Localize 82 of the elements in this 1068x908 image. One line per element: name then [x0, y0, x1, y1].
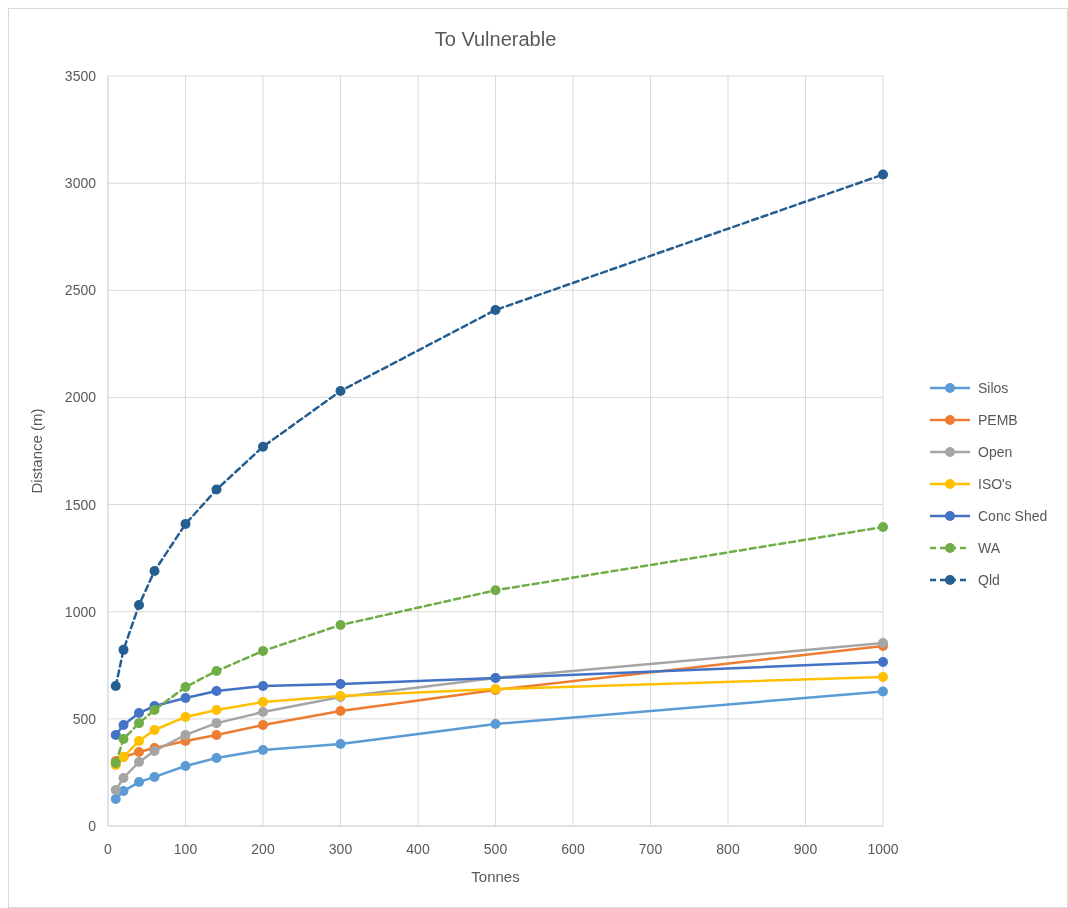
- point: [134, 600, 144, 611]
- point: [134, 747, 144, 758]
- point: [258, 720, 268, 731]
- point: [134, 777, 144, 788]
- legend-label: Open: [978, 444, 1013, 460]
- point: [211, 666, 222, 677]
- legend-label: PEMB: [978, 412, 1018, 428]
- point: [211, 729, 222, 740]
- y-tick-label: 0: [88, 818, 97, 834]
- y-tick-label: 1000: [64, 603, 97, 620]
- point: [335, 738, 346, 749]
- chart-title: To Vulnerable: [434, 28, 557, 50]
- point: [335, 386, 346, 396]
- x-tick-label: 700: [638, 841, 663, 857]
- x-tick-label: 900: [793, 841, 818, 857]
- point: [118, 786, 129, 797]
- point: [878, 657, 888, 668]
- point: [149, 566, 160, 576]
- point: [134, 756, 144, 767]
- point: [335, 705, 346, 716]
- y-tick-label: 2500: [64, 282, 97, 299]
- y-tick-label: 3500: [64, 68, 97, 84]
- point: [211, 686, 222, 696]
- point: [878, 672, 888, 683]
- point: [878, 522, 888, 533]
- point: [134, 708, 144, 719]
- y-tick-label: 3000: [64, 175, 97, 192]
- x-tick-label: 400: [406, 841, 430, 857]
- point: [490, 719, 501, 729]
- point: [110, 785, 121, 795]
- x-tick-label: 500: [483, 841, 508, 857]
- legend-label: Silos: [978, 380, 1009, 396]
- point: [878, 169, 888, 180]
- point: [211, 753, 222, 764]
- point: [118, 720, 129, 731]
- point: [490, 585, 501, 596]
- point: [490, 305, 501, 315]
- point: [118, 734, 129, 744]
- point: [134, 735, 144, 746]
- point: [118, 773, 129, 783]
- point: [118, 644, 129, 655]
- legend-label: Conc Shed: [978, 508, 1048, 524]
- point: [878, 686, 888, 697]
- point: [258, 696, 268, 707]
- point: [258, 645, 268, 656]
- point: [258, 707, 268, 717]
- point: [149, 705, 160, 716]
- point: [149, 771, 160, 782]
- y-tick-label: 1500: [64, 496, 97, 513]
- legend-label: ISO's: [978, 476, 1012, 492]
- x-tick-label: 600: [561, 841, 585, 857]
- x-tick-label: 1000: [867, 841, 899, 857]
- point: [258, 744, 268, 755]
- legend-label: WA: [978, 540, 1001, 556]
- point: [149, 725, 160, 735]
- y-tick-label: 500: [72, 710, 97, 727]
- y-axis-title: Distance (m): [28, 408, 45, 494]
- point: [180, 711, 191, 722]
- point: [211, 705, 222, 716]
- point: [335, 678, 346, 689]
- x-tick-label: 300: [328, 841, 353, 857]
- legend-label: Qld: [978, 572, 1000, 588]
- point: [110, 729, 121, 740]
- point: [180, 681, 191, 692]
- point: [258, 441, 268, 452]
- point: [110, 794, 121, 804]
- point: [180, 693, 191, 704]
- x-tick-label: 0: [104, 841, 113, 857]
- x-tick-label: 800: [716, 841, 740, 857]
- point: [258, 681, 268, 692]
- x-tick-label: 200: [251, 841, 275, 857]
- point: [180, 729, 191, 740]
- x-axis-title: Tonnes: [471, 868, 520, 885]
- y-tick-label: 2000: [64, 389, 97, 406]
- point: [110, 681, 121, 692]
- point: [180, 761, 191, 771]
- point: [134, 718, 144, 729]
- point: [211, 718, 222, 729]
- point: [180, 519, 191, 530]
- x-tick-label: 100: [173, 841, 198, 857]
- point: [335, 620, 346, 630]
- point: [211, 484, 222, 495]
